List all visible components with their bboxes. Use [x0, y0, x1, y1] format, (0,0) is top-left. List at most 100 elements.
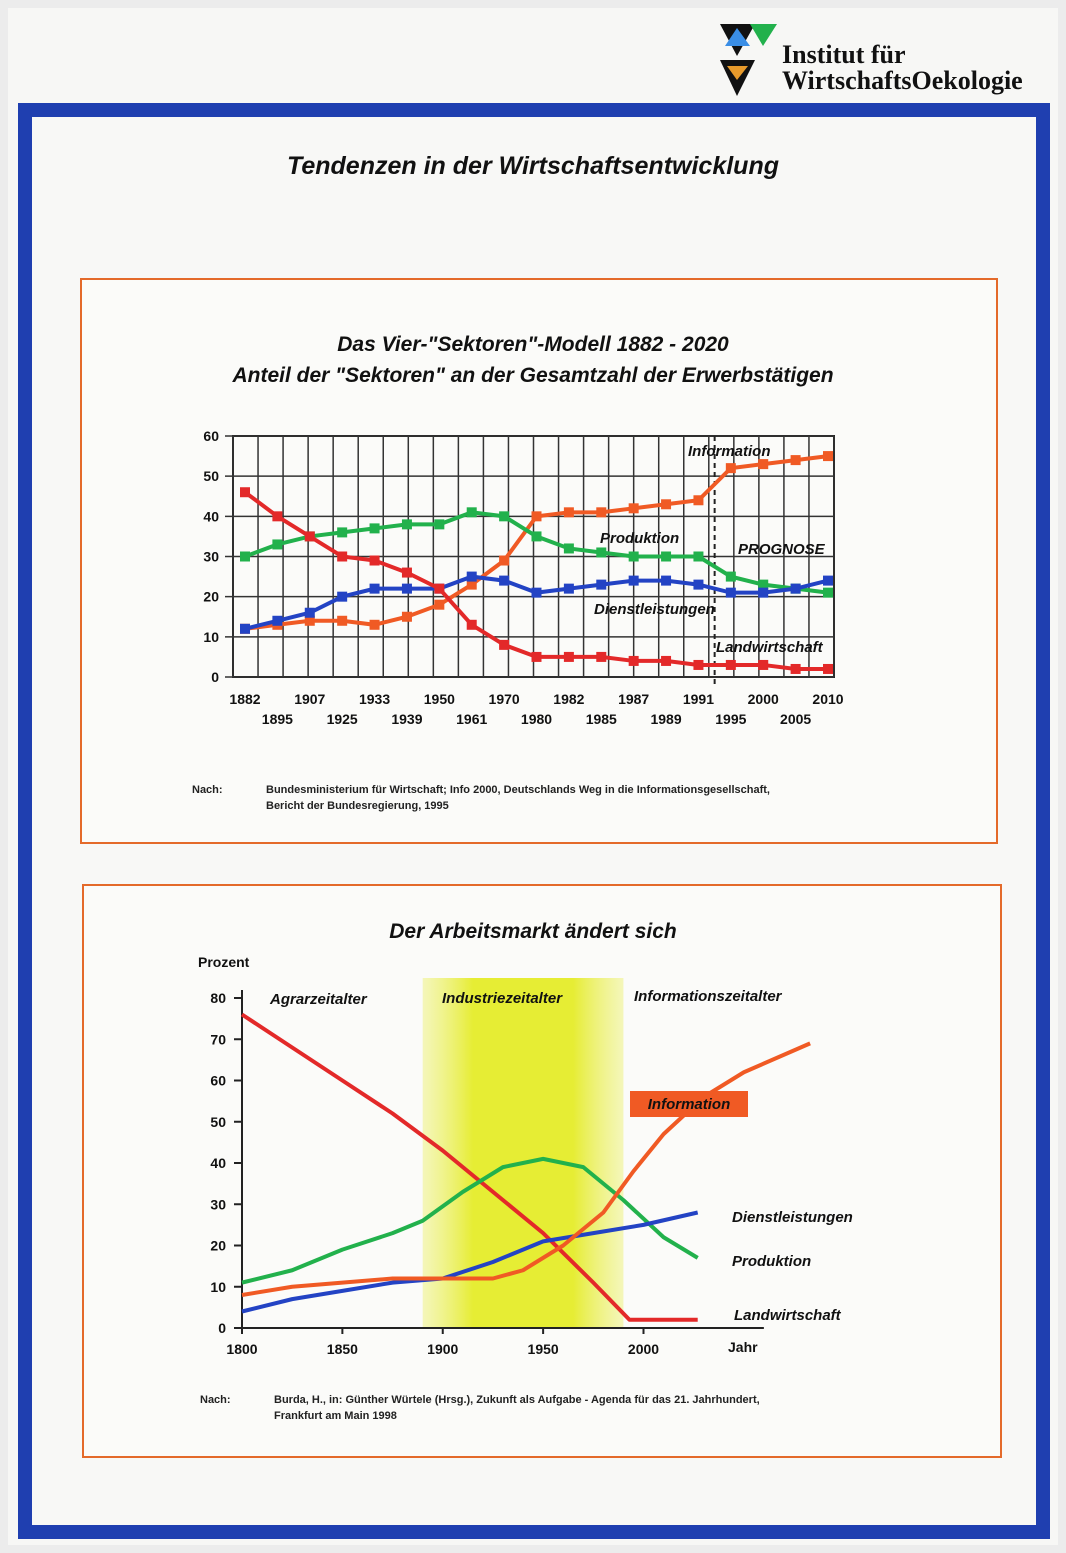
- logo-line-1: Institut für: [782, 40, 906, 69]
- chart-2-series-label-landwirtschaft: Landwirtschaft: [734, 1307, 842, 1324]
- chart-2-ytick-label: 60: [210, 1073, 226, 1089]
- chart-1-xtick-label: 1985: [586, 711, 617, 727]
- chart-1-point-landwirtschaft: [337, 551, 348, 562]
- chart-1-xtick-label: 1933: [359, 691, 390, 707]
- chart-2-ytick-label: 30: [210, 1196, 226, 1212]
- chart-1-point-landwirtschaft: [466, 619, 477, 630]
- chart-1-point-produktion: [369, 523, 380, 534]
- chart-1-point-produktion: [466, 507, 477, 518]
- chart-1-point-produktion: [725, 571, 736, 582]
- chart-1-point-dienstleistungen: [725, 587, 736, 598]
- chart-2-era-label: Informationszeitalter: [634, 988, 783, 1005]
- chart-1-point-information: [434, 599, 445, 610]
- chart-1-point-information: [369, 619, 380, 630]
- chart-2-series-line-produktion: [241, 1156, 699, 1285]
- chart-1-ytick-label: 30: [203, 549, 219, 565]
- chart-2-ytick-label: 0: [218, 1320, 226, 1336]
- chart-1-xtick-label: 1982: [553, 691, 584, 707]
- chart-1-series-label-dienstleistungen: Dienstleistungen: [594, 601, 715, 618]
- chart-2-ylabel: Prozent: [198, 954, 250, 970]
- chart-1-point-dienstleistungen: [272, 615, 283, 626]
- chart-1-point-information: [337, 615, 348, 626]
- chart-1-point-landwirtschaft: [823, 663, 833, 674]
- chart-2-xtick-label: 1950: [528, 1341, 559, 1357]
- chart-2-source-text: Burda, H., in: Günther Würtele (Hrsg.), …: [274, 1394, 760, 1406]
- chart-1-series-label-landwirtschaft: Landwirtschaft: [716, 639, 824, 656]
- chart-1-point-information: [401, 611, 412, 622]
- chart-1-point-dienstleistungen: [693, 579, 704, 590]
- chart-1-ytick-label: 0: [211, 669, 219, 685]
- chart-1-ytick-label: 10: [203, 629, 219, 645]
- chart-1-point-dienstleistungen: [628, 575, 639, 586]
- chart-1-point-landwirtschaft: [661, 655, 672, 666]
- chart-1-point-produktion: [531, 531, 542, 542]
- chart-2-era-label: Agrarzeitalter: [269, 991, 368, 1008]
- chart-2-ytick-label: 40: [210, 1155, 226, 1171]
- chart-1-xtick-label: 1882: [229, 691, 260, 707]
- chart-1-source-text-2: Bericht der Bundesregierung, 1995: [266, 800, 449, 812]
- chart-1-source-text: Bundesministerium für Wirtschaft; Info 2…: [266, 784, 770, 796]
- chart-1-prognose-label: PROGNOSE: [738, 541, 826, 558]
- chart-1-xtick-label: 1950: [424, 691, 455, 707]
- chart-1-point-information: [693, 495, 704, 506]
- page-title: Tendenzen in der Wirtschaftsentwicklung: [287, 152, 779, 180]
- chart-1-point-landwirtschaft: [499, 639, 510, 650]
- chart-1-point-information: [466, 579, 477, 590]
- chart-1-point-landwirtschaft: [240, 487, 250, 498]
- chart-1-xtick-label: 1895: [262, 711, 293, 727]
- chart-1-point-dienstleistungen: [596, 579, 607, 590]
- chart-2-xtick-label: 1850: [327, 1341, 358, 1357]
- chart-1-point-dienstleistungen: [369, 583, 380, 594]
- chart-1-xtick-label: 2005: [780, 711, 811, 727]
- chart-2-xtick-label: 1800: [226, 1341, 257, 1357]
- chart-1-point-landwirtschaft: [596, 651, 607, 662]
- chart-1-series-label-information: Information: [688, 443, 771, 460]
- chart-1-xtick-label: 2000: [748, 691, 779, 707]
- chart-2-ytick-label: 70: [210, 1031, 226, 1047]
- chart-1-xtick-label: 1939: [391, 711, 422, 727]
- chart-1-point-produktion: [272, 539, 283, 550]
- chart-2-xlabel: Jahr: [728, 1339, 758, 1355]
- chart-1-point-information: [499, 555, 510, 566]
- chart-1-point-landwirtschaft: [693, 659, 704, 670]
- chart-1-point-landwirtschaft: [790, 663, 801, 674]
- chart-2-series-line-landwirtschaft: [240, 1012, 698, 1322]
- chart-1-point-dienstleistungen: [499, 575, 510, 586]
- chart-1-title: Das Vier-"Sektoren"-Modell 1882 - 2020: [337, 333, 729, 356]
- chart-2-source-label: Nach:: [200, 1394, 231, 1406]
- chart-1-point-information: [661, 499, 672, 510]
- chart-1-point-landwirtschaft: [369, 555, 380, 566]
- chart-1-point-information: [531, 511, 542, 522]
- chart-1-xtick-label: 1925: [327, 711, 358, 727]
- chart-1-point-information: [596, 507, 607, 518]
- chart-1-point-information: [304, 615, 315, 626]
- chart-1-point-produktion: [499, 511, 510, 522]
- chart-2-source-text-2: Frankfurt am Main 1998: [274, 1410, 397, 1422]
- chart-2-ytick-label: 80: [210, 990, 226, 1006]
- chart-1-point-information: [758, 459, 769, 470]
- chart-1-point-dienstleistungen: [401, 583, 412, 594]
- chart-1-point-produktion: [758, 579, 769, 590]
- chart-1-point-dienstleistungen: [466, 571, 477, 582]
- chart-1-point-produktion: [661, 551, 672, 562]
- chart-2-series-label-dienstleistungen: Dienstleistungen: [732, 1209, 853, 1226]
- chart-1-point-landwirtschaft: [725, 659, 736, 670]
- chart-1-point-landwirtschaft: [628, 655, 639, 666]
- chart-1-source-label: Nach:: [192, 784, 223, 796]
- chart-1-point-dienstleistungen: [823, 575, 833, 586]
- chart-1-point-landwirtschaft: [304, 531, 315, 542]
- chart-1-xtick-label: 1980: [521, 711, 552, 727]
- chart-1-point-produktion: [434, 519, 445, 530]
- chart-1-xtick-label: 1995: [715, 711, 746, 727]
- chart-1-point-landwirtschaft: [272, 511, 283, 522]
- chart-1-xtick-label: 1987: [618, 691, 649, 707]
- institute-logo: [720, 24, 777, 96]
- chart-1-xtick-label: 1961: [456, 711, 487, 727]
- chart-2-xtick-label: 2000: [628, 1341, 659, 1357]
- chart-1-ytick-label: 60: [203, 428, 219, 444]
- chart-2-era-label: Industriezeitalter: [442, 990, 563, 1007]
- chart-1-point-produktion: [596, 547, 607, 558]
- chart-1-point-dienstleistungen: [531, 587, 542, 598]
- chart-1-point-dienstleistungen: [563, 583, 574, 594]
